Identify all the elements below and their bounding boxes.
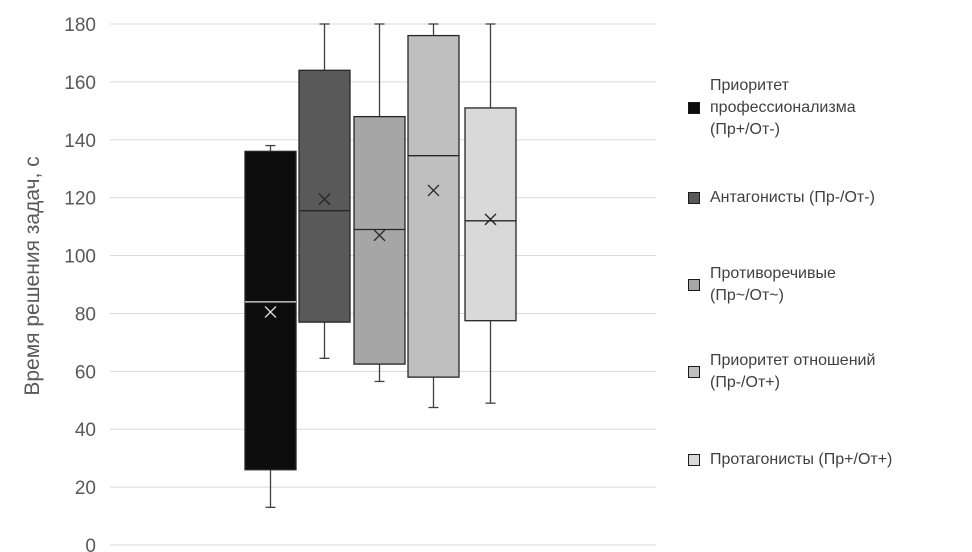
box-series-1: [244, 144, 297, 509]
y-tick-label: 40: [75, 420, 96, 441]
iqr-box: [407, 34, 460, 378]
legend-item-antagonists: Антагонисты (Пр-/От-): [688, 187, 875, 209]
iqr-box: [298, 69, 351, 323]
iqr-box: [353, 115, 406, 365]
legend: Приоритет профессионализма (Пр+/От-) Ант…: [688, 0, 972, 552]
legend-label-contradictory: Противоречивые (Пр~/От~): [710, 265, 836, 304]
y-tick-label: 80: [75, 304, 96, 325]
mean-marker: [427, 184, 440, 197]
legend-swatch-antagonists: [688, 192, 700, 204]
legend-item-relations: Приоритет отношений (Пр-/От+): [688, 350, 875, 394]
iqr-box: [464, 107, 517, 322]
legend-label-professionalism: Приоритет профессионализма (Пр+/От-): [710, 77, 856, 138]
legend-label-relations: Приоритет отношений (Пр-/От+): [710, 352, 876, 391]
y-tick-label: 180: [64, 15, 96, 36]
legend-item-protagonists: Протагонисты (Пр+/От+): [688, 449, 892, 471]
mean-marker: [484, 213, 497, 226]
legend-label-antagonists: Антагонисты (Пр-/От-): [710, 189, 875, 206]
box-series: [244, 23, 517, 509]
box-series-4: [407, 23, 460, 409]
y-tick-label: 60: [75, 362, 96, 383]
y-axis-title: Время решения задач, с: [21, 156, 44, 395]
legend-item-professionalism: Приоритет профессионализма (Пр+/От-): [688, 75, 856, 141]
y-tick-label: 120: [64, 189, 96, 210]
y-tick-label: 20: [75, 478, 96, 499]
box-series-2: [298, 23, 351, 359]
legend-swatch-contradictory: [688, 279, 700, 291]
mean-marker: [264, 306, 277, 318]
mean-marker: [373, 229, 386, 242]
legend-swatch-professionalism: [688, 102, 700, 114]
y-tick-label: 100: [64, 247, 96, 268]
legend-swatch-relations: [688, 366, 700, 378]
box-series-5: [464, 23, 517, 404]
mean-marker: [318, 193, 331, 206]
iqr-box: [244, 150, 297, 471]
y-tick-label: 140: [64, 131, 96, 152]
legend-swatch-protagonists: [688, 454, 700, 466]
y-tick-label: 0: [85, 536, 96, 552]
y-axis-ticks: 0 20 40 60 80 100 120 140 160 180: [64, 15, 96, 552]
legend-item-contradictory: Противоречивые (Пр~/От~): [688, 263, 836, 307]
y-tick-label: 160: [64, 73, 96, 94]
legend-label-protagonists: Протагонисты (Пр+/От+): [710, 451, 893, 468]
box-series-3: [353, 23, 406, 383]
